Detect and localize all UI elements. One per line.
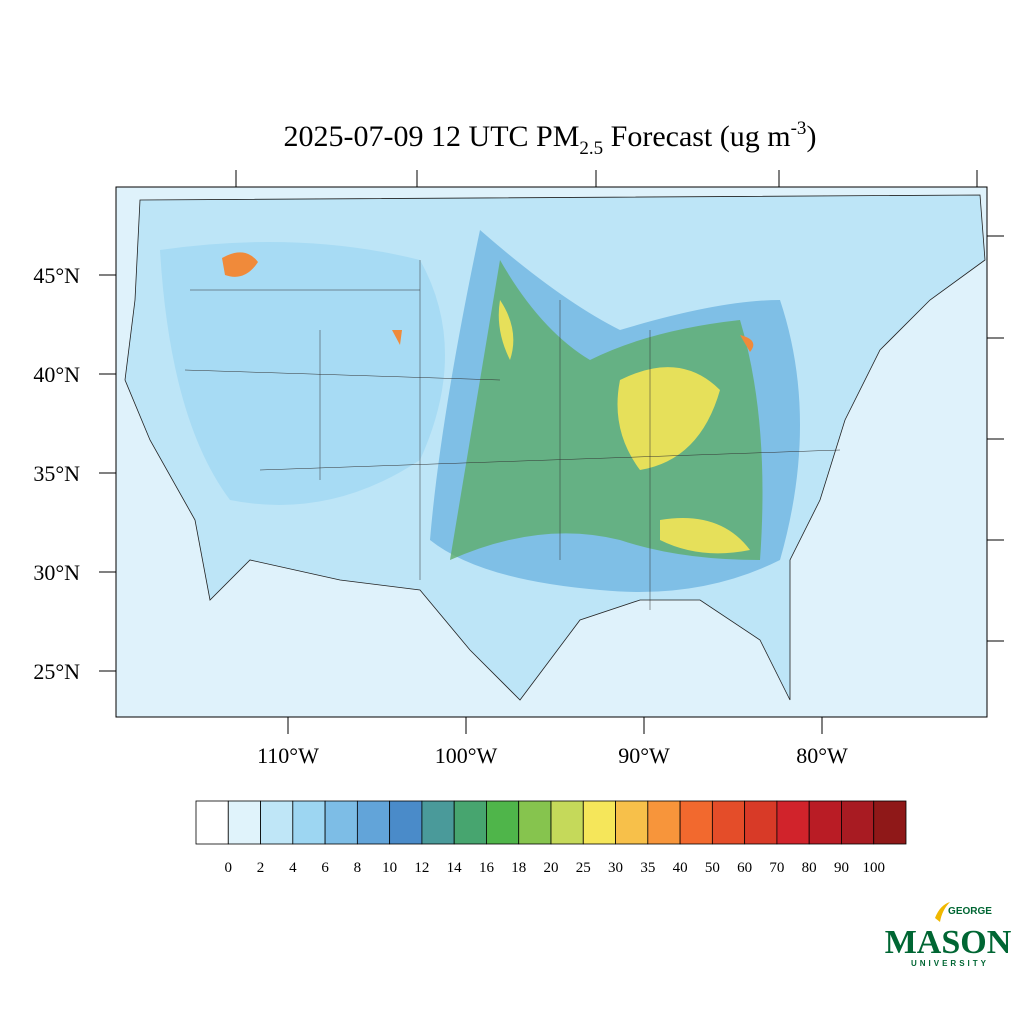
colorbar-box [356, 800, 391, 845]
moderate-region [450, 260, 763, 560]
colorbar-label: 100 [862, 860, 885, 876]
title-main: 2025-07-09 12 UTC PM [284, 120, 580, 153]
map-frame [115, 186, 988, 718]
colorbar-box [518, 800, 552, 845]
colorbar-label: 8 [354, 860, 362, 876]
lat-label: 35°N [33, 461, 80, 486]
colorbar-label: 40 [673, 860, 688, 876]
title-superscript: -3 [791, 118, 807, 139]
colorbar-label: 25 [576, 860, 591, 876]
colorbar-label: 30 [608, 860, 623, 876]
colorbar-box [615, 800, 649, 845]
frame-ticks [235, 170, 1004, 642]
colorbar-label: 50 [705, 860, 720, 876]
logo-main: MASON [885, 924, 1012, 961]
colorbar-box [873, 800, 907, 845]
colorbar-box [453, 800, 487, 845]
colorbar-box [582, 800, 616, 845]
high-region [498, 300, 750, 554]
colorbar-box [808, 800, 842, 845]
colorbar-box [744, 800, 778, 845]
colorbar-label: 20 [544, 860, 559, 876]
colorbar-label: 4 [289, 860, 297, 876]
colorbar-label: 18 [511, 860, 526, 876]
colorbar-box [227, 800, 261, 845]
colorbar-box [550, 800, 584, 845]
colorbar-label: 35 [640, 860, 655, 876]
state-borders [184, 260, 841, 610]
logo: GEORGE MASON UNIVERSITY [885, 902, 1012, 968]
lon-label: 80°W [796, 743, 848, 768]
logo-top: GEORGE [948, 906, 992, 917]
colorbar-box [195, 800, 229, 845]
title-subscript: 2.5 [579, 138, 603, 159]
colorbar-label: 16 [479, 860, 495, 876]
colorbar-box [841, 800, 875, 845]
colorbar-box [486, 800, 520, 845]
lon-label: 90°W [618, 743, 670, 768]
colorbar-label: 12 [414, 860, 429, 876]
colorbar-label: 0 [225, 860, 233, 876]
title: 2025-07-09 12 UTC PM2.5 Forecast (ug m-3… [284, 118, 817, 159]
colorbar-label: 6 [321, 860, 329, 876]
colorbar-box [389, 800, 423, 845]
lat-label: 45°N [33, 263, 80, 288]
lon-label: 110°W [257, 743, 319, 768]
colorbar-label: 80 [802, 860, 817, 876]
colorbar-box [260, 800, 294, 845]
colorbar-label: 14 [447, 860, 463, 876]
logo-flame [935, 902, 950, 922]
colorbar-box [324, 800, 358, 845]
logo-bottom: UNIVERSITY [911, 959, 989, 968]
colorbar-box [679, 800, 713, 845]
colorbar-label: 70 [769, 860, 784, 876]
colorbar-label: 60 [737, 860, 752, 876]
colorbar-box [292, 800, 326, 845]
lat-label: 25°N [33, 659, 80, 684]
title-close: ) [806, 120, 816, 153]
colorbar-box [421, 800, 455, 845]
colorbar-box [776, 800, 810, 845]
colorbar-label: 2 [257, 860, 265, 876]
colorbar-label: 10 [382, 860, 397, 876]
lon-label: 100°W [435, 743, 498, 768]
lat-label: 30°N [33, 560, 80, 585]
colorbar-box [711, 800, 746, 845]
map-field [116, 187, 987, 717]
colorbar-label: 90 [834, 860, 849, 876]
title-rest: Forecast (ug m [603, 120, 790, 153]
colorbar-box [647, 800, 681, 845]
lat-label: 40°N [33, 362, 80, 387]
